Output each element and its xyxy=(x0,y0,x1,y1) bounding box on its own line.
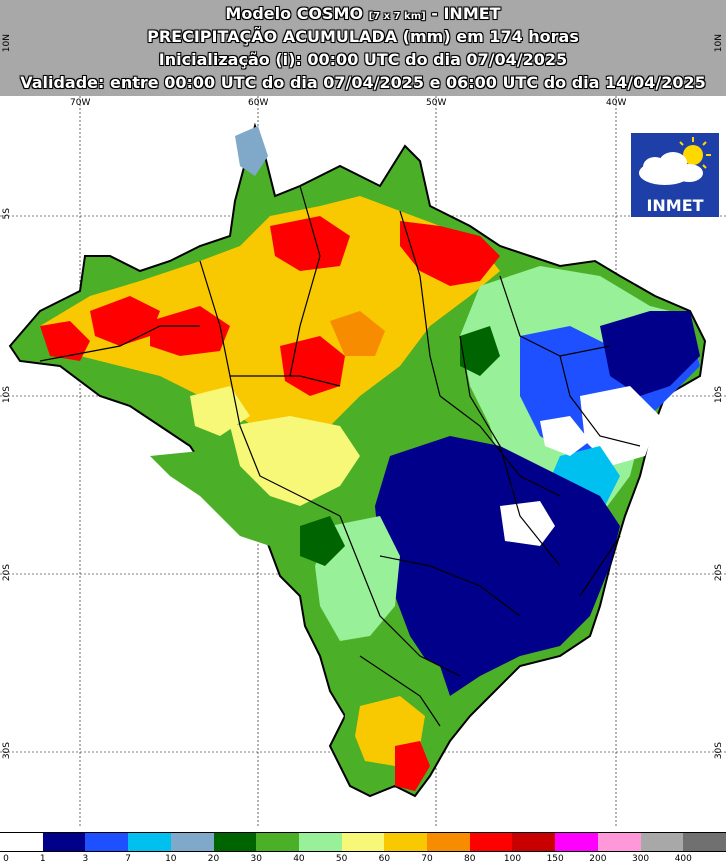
legend-tick-label: 100 xyxy=(503,854,522,864)
legend-swatch xyxy=(0,832,44,852)
legend-tick-label: 1 xyxy=(39,854,46,864)
lon-label-60w: 60W xyxy=(248,98,269,108)
legend-tick-label: 150 xyxy=(546,854,564,864)
legend-tick-label: 10 xyxy=(165,854,177,864)
legend-tick-label: 300 xyxy=(631,854,650,864)
lon-label-70w: 70W xyxy=(70,98,91,108)
lat-label-20s-left: 20S xyxy=(2,564,12,582)
lon-label-50w: 50W xyxy=(426,98,447,108)
legend-swatch xyxy=(555,832,599,852)
brazil-precipitation-map xyxy=(0,96,726,828)
state-borders xyxy=(39,185,641,727)
legend-swatch xyxy=(298,832,343,852)
legend-tick-label: 200 xyxy=(589,854,607,864)
map-header: Modelo COSMO [7 x 7 km] - INMET PRECIPIT… xyxy=(0,0,726,97)
legend-tick-label: 30 xyxy=(250,854,262,864)
legend-swatch xyxy=(683,832,726,852)
lat-label-10s-left: 10S xyxy=(2,386,12,404)
model-title: Modelo COSMO [7 x 7 km] - INMET xyxy=(225,4,501,23)
precipitation-fields xyxy=(40,126,700,791)
lat-label-10n-left: 10N xyxy=(2,34,12,53)
legend-swatch xyxy=(170,832,215,852)
lat-label-30s-right: 30S xyxy=(714,742,724,760)
lon-label-40w: 40W xyxy=(606,98,627,108)
legend-swatch xyxy=(42,832,87,852)
legend-tick-label: 50 xyxy=(335,854,348,864)
legend-tick-label: 400 xyxy=(674,854,692,864)
validity-text: Validade: entre 00:00 UTC do dia 07/04/2… xyxy=(20,73,706,92)
sun-cloud-icon xyxy=(639,137,711,185)
legend-tick-label: 40 xyxy=(293,854,305,864)
legend-swatch xyxy=(341,832,386,852)
legend-swatch xyxy=(128,832,172,852)
legend-tick-label: 0 xyxy=(3,854,9,864)
legend-swatch xyxy=(469,832,514,852)
legend-swatch xyxy=(597,832,642,852)
legend-swatch xyxy=(256,832,300,852)
legend-tick-label: 70 xyxy=(421,854,433,864)
product-title: PRECIPITAÇÃO ACUMULADA (mm) em 174 horas xyxy=(147,27,579,46)
lat-label-5-left: 5S xyxy=(2,208,12,220)
initialization-text: Inicialização (i): 00:00 UTC do dia 07/0… xyxy=(158,50,568,69)
legend-swatch xyxy=(384,832,429,852)
lat-label-10s-right: 10S xyxy=(714,386,724,404)
legend-tick-label: 80 xyxy=(464,854,476,864)
precipitation-legend: 0 1 3 7 10 20 30 40 50 60 70 80 100 150 200 300 400 xyxy=(0,830,726,868)
legend-swatch xyxy=(640,832,685,852)
legend-tick-label: 20 xyxy=(207,854,220,864)
legend-tick-label: 60 xyxy=(378,854,391,864)
logo-text: INMET xyxy=(646,196,704,215)
inmet-logo: INMET xyxy=(630,132,720,218)
legend-tick-label: 3 xyxy=(82,854,89,864)
legend-swatch xyxy=(213,832,258,852)
legend-tick-label: 7 xyxy=(125,854,131,864)
legend-swatch xyxy=(512,832,557,852)
lat-label-20s-right: 20S xyxy=(714,564,724,582)
map-area: 70W 60W 50W 40W 10N 10N 5S 10S 10S 20S 2… xyxy=(0,34,726,828)
lat-label-30s-left: 30S xyxy=(2,742,12,760)
lat-label-10n-right: 10N xyxy=(714,34,724,53)
legend-swatch xyxy=(427,832,471,852)
legend-swatch xyxy=(85,832,130,852)
